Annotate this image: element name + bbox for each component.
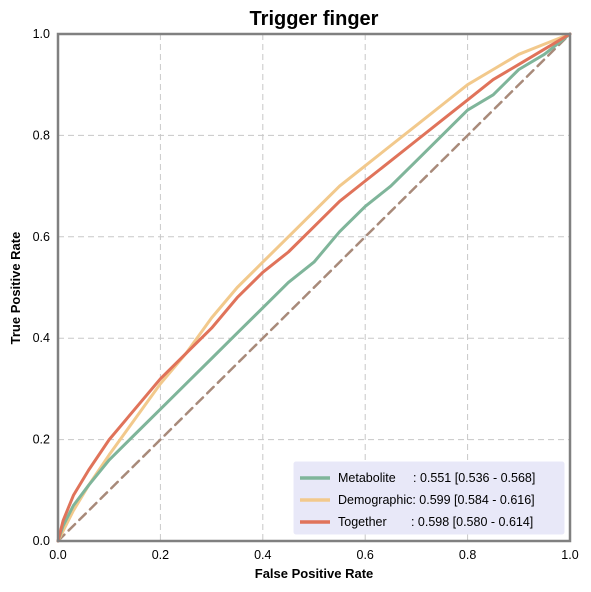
x-tick-label: 1.0 — [561, 548, 578, 562]
x-tick-label: 0.0 — [49, 548, 66, 562]
legend: Metabolite : 0.551 [0.536 - 0.568] Demogr… — [293, 461, 565, 535]
x-tick-labels: 0.0 0.2 0.4 0.6 0.8 1.0 — [49, 548, 578, 562]
y-tick-label: 0.6 — [33, 230, 50, 244]
plot-frame — [56, 32, 572, 543]
y-tick-labels: 0.0 0.2 0.4 0.6 0.8 1.0 — [33, 27, 50, 548]
x-tick-label: 0.2 — [152, 548, 169, 562]
legend-label-demographic: Demographic: 0.599 [0.584 - 0.616] — [338, 493, 535, 507]
grid — [58, 34, 570, 541]
series-line-chance — [56, 32, 572, 543]
legend-label-together: Together : 0.598 [0.580 - 0.614] — [338, 515, 533, 529]
x-tick-label: 0.6 — [357, 548, 374, 562]
series-lines — [56, 32, 572, 543]
y-tick-label: 0.0 — [33, 534, 50, 548]
x-tick-label: 0.4 — [254, 548, 271, 562]
chart-title: Trigger finger — [250, 8, 379, 30]
series-line-together — [56, 32, 572, 543]
series-line-metabolite — [56, 32, 572, 543]
legend-background — [293, 461, 565, 535]
x-axis-label: False Positive Rate — [255, 566, 374, 581]
y-tick-label: 1.0 — [33, 27, 50, 41]
y-tick-label: 0.2 — [33, 433, 50, 447]
series-line-demographic — [56, 32, 572, 543]
y-axis-label: True Positive Rate — [8, 232, 23, 345]
y-tick-label: 0.4 — [33, 331, 50, 345]
y-tick-label: 0.8 — [33, 128, 50, 142]
legend-label-metabolite: Metabolite : 0.551 [0.536 - 0.568] — [338, 471, 535, 485]
x-tick-label: 0.8 — [459, 548, 476, 562]
